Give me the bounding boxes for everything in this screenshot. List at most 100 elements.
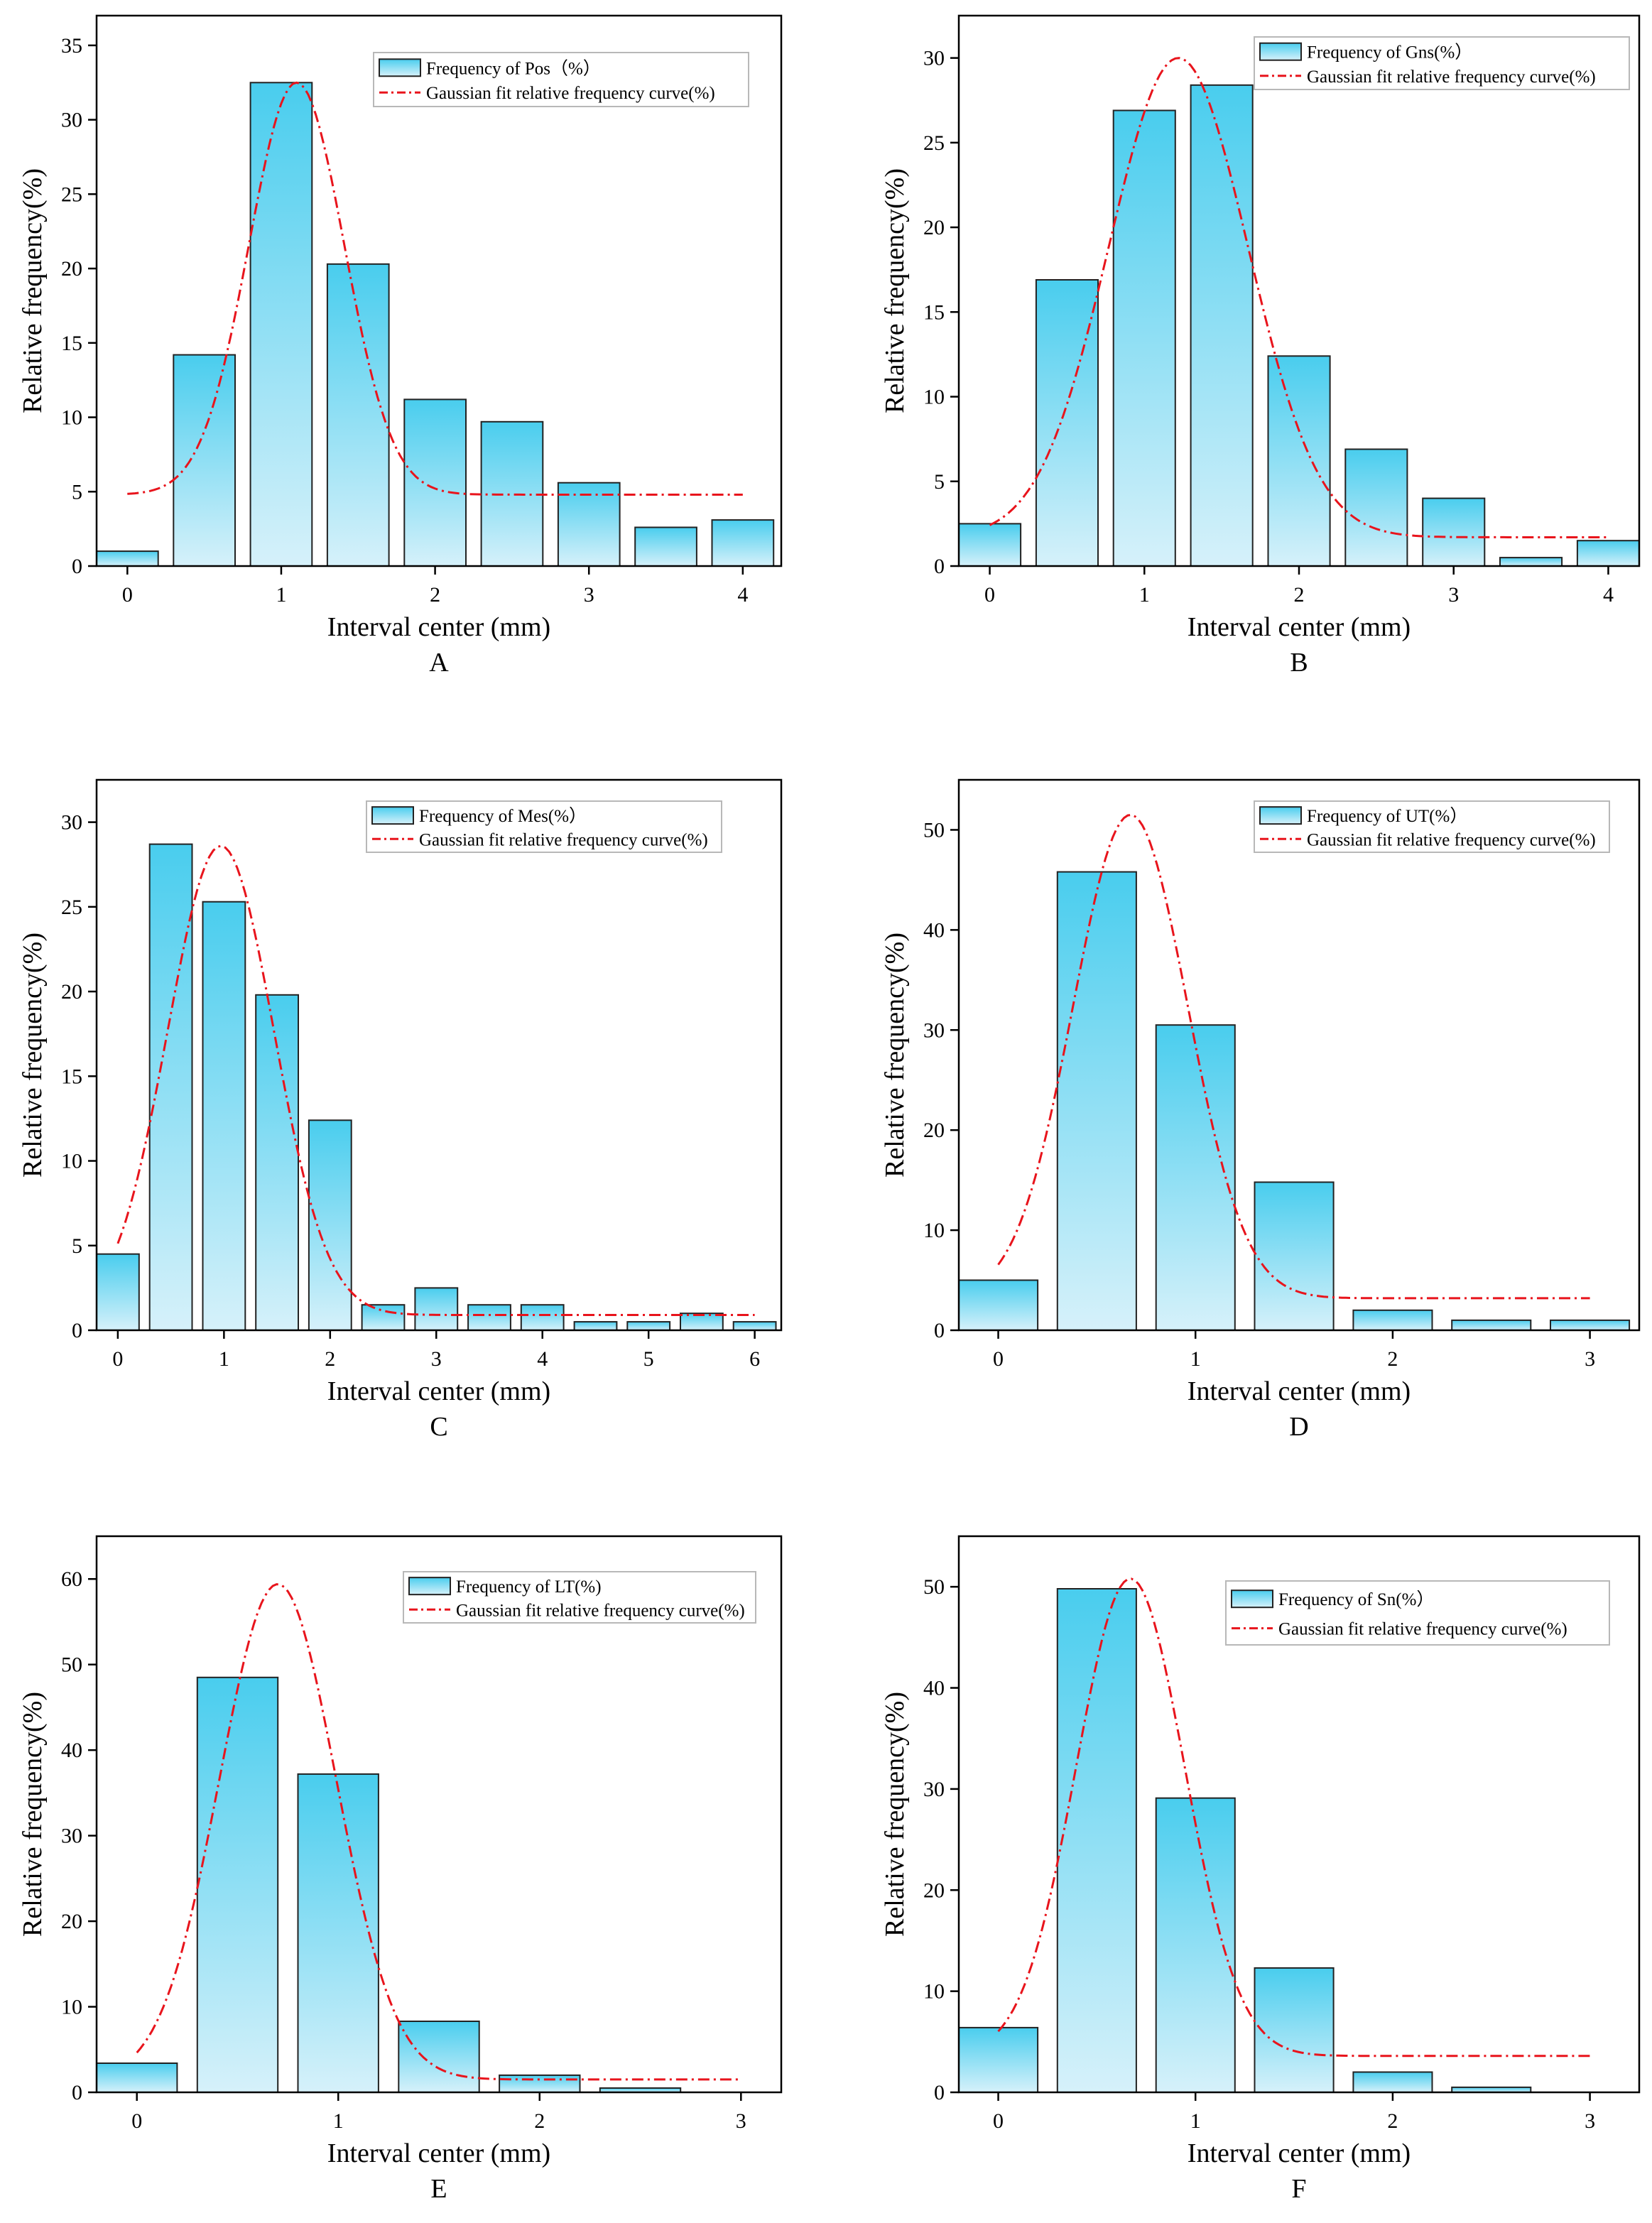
y-tick-label: 0 [72,1319,82,1342]
y-tick-label: 30 [923,47,945,70]
y-tick-label: 10 [61,1150,82,1173]
bar-d-4 [1352,1309,1433,1332]
gaussian-fit-curve-c [116,844,755,1316]
bar-a-7 [634,526,697,567]
bar-c-2 [202,901,246,1331]
gaussian-fit-curve-e [136,1583,741,2081]
y-tick-label: 10 [61,1996,82,2019]
legend-bar-label: Frequency of UT(%） [1307,806,1467,826]
panel-label: C [430,1412,447,1442]
bar-b-2 [1112,109,1176,567]
y-tick-label: 25 [61,896,82,919]
legend: Frequency of Pos（%） Gaussian fit relative… [373,52,749,107]
bar-b-8 [1576,540,1640,567]
y-tick-label: 0 [934,1319,945,1342]
x-tick-label: 4 [537,1347,548,1371]
bar-a-3 [326,263,390,567]
plot-frame [95,1535,783,2094]
bar-d-2 [1155,1024,1236,1331]
x-tick-label: 3 [1585,2109,1595,2133]
bar-b-7 [1499,557,1563,567]
legend-box [1254,36,1630,90]
legend-box [366,800,722,853]
x-tick-label: 0 [131,2109,142,2133]
legend-bar-label: Frequency of Gns(%） [1307,43,1472,62]
y-tick-label: 5 [72,480,82,504]
bar-b-1 [1035,279,1099,567]
x-tick-label: 1 [1139,583,1150,607]
bar-c-6 [414,1287,459,1332]
chart-panel-a: 0 5 10 15 20 25 30 35 0 1 2 3 4 Interval center (mm) R… [18,14,783,678]
gaussian-fit-curve-f [997,1577,1590,2058]
legend-curve-label: Gaussian fit relative frequency curve(%) [426,84,715,103]
legend: Frequency of Gns(%） Gaussian fit relative… [1254,36,1630,90]
chart-panel-f: 0 10 20 30 40 50 0 1 2 3 Interval center (mm) Relat… [880,1535,1641,2204]
y-axis-label: Relative frequency(%) [18,1692,48,1937]
x-tick-label: 1 [219,1347,229,1371]
legend-box [1254,800,1610,853]
x-tick-label: 2 [1387,2109,1398,2133]
chart-panel-c: 0 5 10 15 20 25 30 0 1 2 3 4 5 6 Interval center (mm) R… [18,778,783,1442]
bar-a-2 [249,82,313,567]
legend-bar-label: Frequency of LT(%) [456,1577,602,1597]
x-tick-label: 3 [1585,1347,1595,1371]
x-tick-label: 2 [325,1347,335,1371]
bar-c-0 [96,1253,140,1331]
chart-panel-e: 0 10 20 30 40 50 60 0 1 2 3 Interval center (mm) Rel… [18,1535,783,2204]
y-tick-label: 20 [61,257,82,281]
y-tick-label: 15 [61,1065,82,1088]
legend-curve-label: Gaussian fit relative frequency curve(%) [1307,830,1596,849]
x-axis-label: Interval center (mm) [327,2138,550,2168]
x-tick-label: 2 [534,2109,545,2133]
gaussian-fit-curve-b [989,57,1609,538]
x-tick-label: 0 [993,1347,1004,1371]
bar-c-12 [732,1321,777,1331]
legend-curve-label: Gaussian fit relative frequency curve(%) [1278,1620,1567,1639]
plot-frame [95,778,783,1332]
x-tick-label: 2 [1387,1347,1398,1371]
bar-e-0 [96,2062,178,2093]
y-tick-label: 5 [72,1234,82,1258]
y-axis-label: Relative frequency(%) [18,933,48,1178]
y-tick-label: 50 [923,818,945,842]
y-tick-label: 10 [923,386,945,409]
legend: Frequency of Mes(%） Gaussian fit relative… [366,800,722,853]
y-tick-label: 30 [61,1825,82,1848]
y-tick-label: 0 [934,2081,945,2104]
y-tick-label: 15 [923,300,945,324]
y-tick-label: 0 [72,555,82,578]
legend: Frequency of UT(%） Gaussian fit relative … [1254,800,1610,853]
x-axis-label: Interval center (mm) [327,1376,550,1406]
y-tick-label: 60 [61,1567,82,1591]
legend-bar-swatch [408,1577,451,1596]
x-tick-label: 2 [1294,583,1305,607]
y-tick-label: 50 [61,1653,82,1677]
legend-bar-swatch [1259,806,1302,825]
legend-box [1225,1580,1610,1646]
x-axis-label: Interval center (mm) [1188,1376,1411,1406]
y-tick-label: 30 [923,1778,945,1801]
y-tick-label: 10 [61,406,82,430]
plot-frame [957,778,1641,1332]
y-tick-label: 10 [923,1219,945,1242]
legend-bar-label: Frequency of Sn(%） [1278,1589,1434,1609]
y-tick-label: 30 [61,109,82,132]
x-tick-label: 3 [1448,583,1459,607]
y-tick-label: 20 [61,980,82,1004]
y-tick-label: 30 [923,1018,945,1042]
legend-bar-label: Frequency of Mes(%） [419,806,587,826]
y-tick-label: 0 [72,2081,82,2104]
bar-c-4 [308,1119,352,1332]
legend-bar-swatch [1259,42,1302,61]
panel-label: B [1290,648,1308,678]
bar-b-4 [1267,355,1331,567]
bar-e-1 [196,1676,279,2094]
legend: Frequency of LT(%) Gaussian fit relative … [403,1571,756,1624]
bar-b-5 [1344,448,1408,567]
y-tick-label: 25 [61,183,82,206]
legend-bar-label: Frequency of Pos（%） [426,58,601,78]
bar-c-9 [573,1321,618,1331]
chart-panel-b: 0 5 10 15 20 25 30 0 1 2 3 4 Interval center (mm) Rel… [880,14,1641,678]
bar-a-4 [403,398,467,567]
